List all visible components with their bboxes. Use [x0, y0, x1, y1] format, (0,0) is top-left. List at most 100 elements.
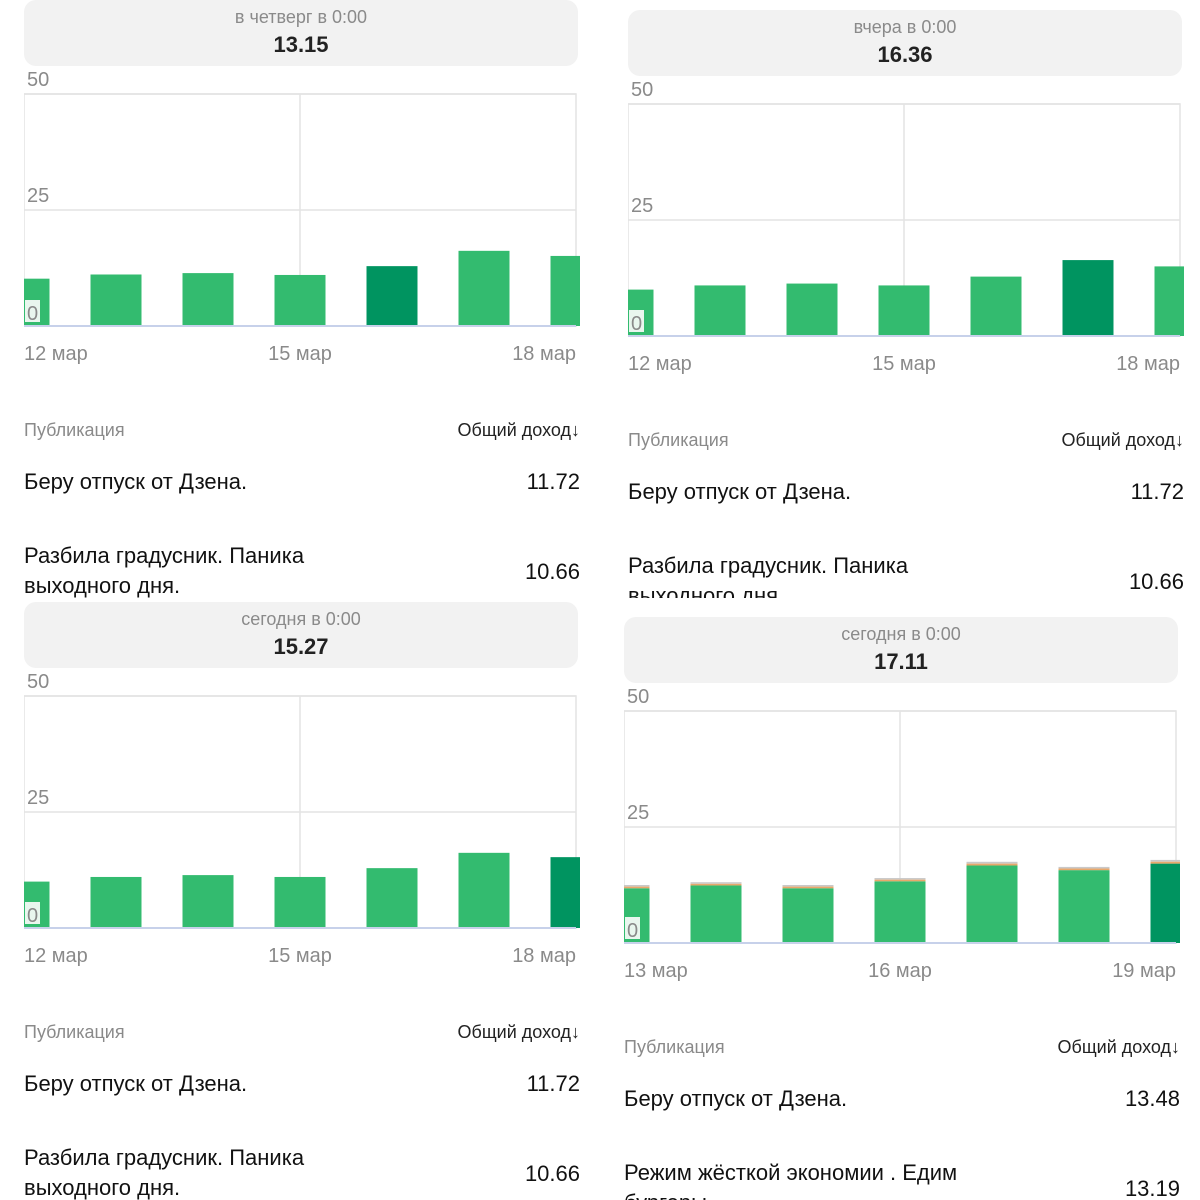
- chart-y-tick-label: 50: [27, 69, 49, 91]
- chart-bar-segment: [874, 878, 926, 880]
- chart-y-tick-bg: [25, 902, 40, 924]
- chart-bar: [182, 273, 234, 326]
- chart-bar-segment: [782, 885, 834, 887]
- tooltip-date: сегодня в 0:00: [841, 624, 961, 644]
- chart-x-tick-label: 12 мар: [628, 353, 692, 375]
- chart-x-tick-label: 12 мар: [24, 343, 88, 365]
- publication-income: 13.48: [1124, 1086, 1180, 1111]
- chart-bar: [1150, 863, 1180, 943]
- publication-income: 10.66: [524, 1161, 580, 1186]
- chart-bar: [782, 888, 834, 943]
- chart-y-tick-label: 0: [627, 920, 638, 942]
- chart-bar: [1154, 266, 1184, 336]
- chart-bar-segment: [1058, 868, 1110, 871]
- chart-bar: [786, 283, 838, 336]
- column-publication: Публикация: [24, 420, 125, 440]
- chart-tooltip: сегодня в 0:00 17.11: [624, 617, 1178, 683]
- chart-bar: [970, 276, 1022, 336]
- tooltip-value: 17.11: [874, 649, 928, 674]
- chart-bar: [366, 266, 418, 326]
- column-total-income-sort[interactable]: Общий доход↓: [1058, 1037, 1180, 1058]
- column-publication: Публикация: [624, 1037, 725, 1057]
- chart-y-tick-bg: [629, 310, 644, 332]
- chart-y-tick-bg: [625, 917, 640, 939]
- chart-x-tick-label: 15 мар: [268, 343, 332, 365]
- publication-income: 11.72: [1130, 479, 1184, 504]
- chart-x-tick-label: 18 мар: [512, 343, 576, 365]
- chart-x-tick-label: 13 мар: [624, 960, 688, 982]
- chart-x-tick-label: 19 мар: [1112, 960, 1176, 982]
- chart-bar: [874, 881, 926, 943]
- column-total-income-sort[interactable]: Общий доход↓: [1062, 430, 1184, 451]
- chart-y-tick-label: 0: [631, 313, 642, 335]
- stats-panel-4: сегодня в 0:00 17.11 0 25 50 13 мар 16 мар 19…: [624, 617, 1180, 1200]
- chart-y-tick-label: 50: [631, 79, 653, 101]
- table-header: Публикация Общий доход↓: [24, 1022, 580, 1050]
- income-bar-chart[interactable]: 0 25 50 12 мар 15 мар 18 мар: [24, 664, 580, 984]
- chart-bar-segment: [690, 882, 742, 884]
- chart-y-tick-label: 0: [27, 905, 38, 927]
- publication-title: Разбила градусник. Паника выходного дня.: [24, 1145, 305, 1200]
- chart-bar: [966, 865, 1018, 943]
- chart-bar: [274, 876, 326, 928]
- publication-title: Беру отпуск от Дзена.: [24, 469, 248, 494]
- publication-title: Разбила градусник. Паника выходного дня.: [24, 543, 305, 598]
- income-bar-chart[interactable]: 0 25 50 12 мар 15 мар 18 мар: [24, 62, 580, 382]
- chart-tooltip: вчера в 0:00 16.36: [628, 10, 1182, 76]
- publication-income: 11.72: [526, 1071, 580, 1096]
- chart-bar-segment: [624, 886, 650, 889]
- chart-y-tick-label: 50: [27, 671, 49, 693]
- sort-down-arrow-icon: ↓: [1171, 1037, 1180, 1057]
- publication-title: Беру отпуск от Дзена.: [628, 479, 852, 504]
- table-header: Публикация Общий доход↓: [624, 1037, 1180, 1065]
- tooltip-value: 15.27: [273, 634, 329, 659]
- tooltip-date: сегодня в 0:00: [241, 609, 361, 629]
- column-total-income-label: Общий доход: [1061, 430, 1175, 450]
- column-total-income-label: Общий доход: [457, 1022, 571, 1042]
- tooltip-value: 16.36: [877, 42, 933, 67]
- chart-y-tick-label: 25: [627, 802, 649, 824]
- stats-panel-1: в четверг в 0:00 13.15 0 25 50 12 мар 15 мар…: [24, 0, 580, 598]
- chart-bar: [366, 868, 418, 928]
- publication-income: 10.66: [1128, 569, 1184, 594]
- column-total-income-sort[interactable]: Общий доход↓: [458, 1022, 580, 1043]
- publication-income: 10.66: [524, 559, 580, 584]
- chart-tooltip: в четверг в 0:00 13.15: [24, 0, 578, 66]
- table-header: Публикация Общий доход↓: [628, 430, 1184, 458]
- chart-bar-segment: [1150, 859, 1180, 862]
- column-total-income-label: Общий доход: [1057, 1037, 1171, 1057]
- chart-bar: [694, 285, 746, 336]
- chart-bar-segment: [1150, 861, 1180, 864]
- chart-bar: [1062, 260, 1114, 336]
- chart-bar-segment: [782, 886, 834, 889]
- chart-bar: [878, 285, 930, 336]
- chart-y-tick-label: 25: [27, 185, 49, 207]
- chart-x-tick-label: 18 мар: [512, 945, 576, 967]
- chart-bar: [90, 274, 142, 326]
- tooltip-date: в четверг в 0:00: [234, 7, 368, 27]
- chart-bar: [550, 857, 580, 928]
- chart-x-tick-label: 15 мар: [872, 353, 936, 375]
- chart-bar: [274, 274, 326, 326]
- tooltip-value: 13.15: [273, 32, 329, 57]
- chart-bar-segment: [1058, 866, 1110, 869]
- income-bar-chart[interactable]: 0 25 50 12 мар 15 мар 18 мар: [628, 72, 1184, 392]
- publication-title: Беру отпуск от Дзена.: [624, 1086, 848, 1111]
- column-publication: Публикация: [628, 430, 729, 450]
- income-bar-chart[interactable]: 0 25 50 13 мар 16 мар 19 мар: [624, 679, 1180, 999]
- chart-bar-segment: [624, 885, 650, 887]
- chart-bar: [90, 876, 142, 928]
- chart-y-tick-label: 0: [27, 303, 38, 325]
- chart-bar: [1058, 870, 1110, 943]
- chart-bar: [458, 250, 510, 326]
- column-publication: Публикация: [24, 1022, 125, 1042]
- tooltip-date: вчера в 0:00: [853, 17, 957, 37]
- column-total-income-sort[interactable]: Общий доход↓: [458, 420, 580, 441]
- stats-panel-2: вчера в 0:00 16.36 0 25 50 12 мар 15 мар 18 м…: [628, 10, 1184, 598]
- publication-title: Беру отпуск от Дзена.: [24, 1071, 248, 1096]
- publication-income: 13.19: [1124, 1176, 1180, 1200]
- chart-y-tick-label: 25: [27, 787, 49, 809]
- chart-tooltip: сегодня в 0:00 15.27: [24, 602, 578, 668]
- chart-x-tick-label: 12 мар: [24, 945, 88, 967]
- chart-bar-segment: [966, 863, 1018, 866]
